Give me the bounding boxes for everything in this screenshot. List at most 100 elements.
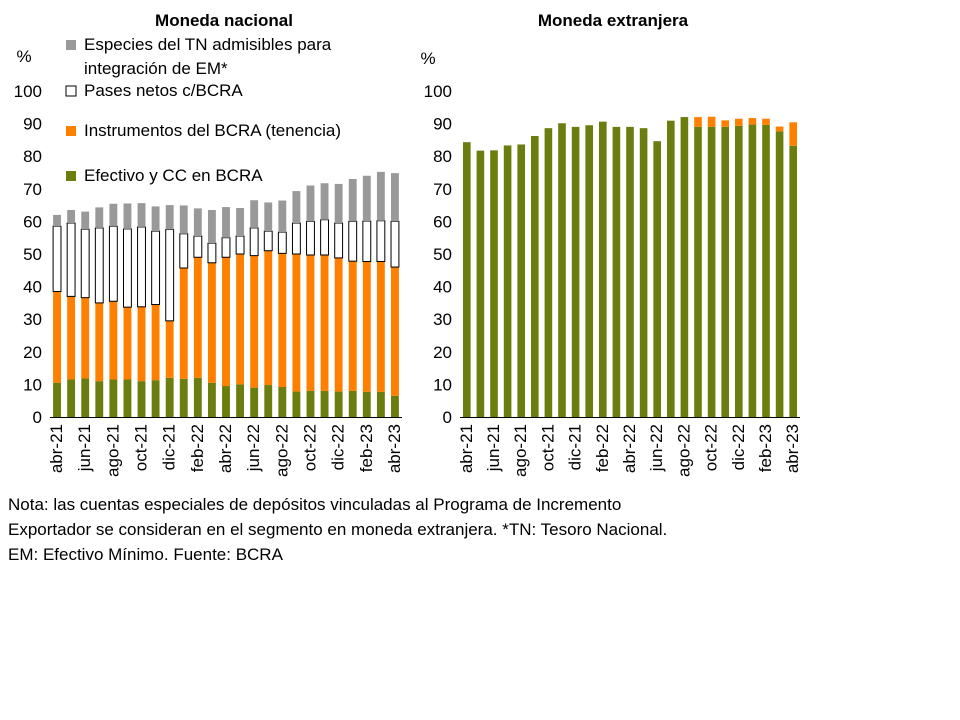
- y-tick-label: 20: [23, 343, 42, 362]
- x-tick-label: dic-21: [160, 424, 179, 470]
- bar-segment: [94, 227, 104, 304]
- legend-swatch: [66, 126, 76, 136]
- y-tick-label: 0: [33, 408, 42, 427]
- bar-segment: [250, 255, 259, 388]
- bar-segment: [391, 173, 399, 222]
- bar-segment: [109, 203, 118, 227]
- y-tick-label: 60: [23, 212, 42, 231]
- bar-segment: [291, 222, 301, 255]
- bar-segment: [264, 250, 273, 386]
- bar-segment: [108, 225, 118, 302]
- y-tick-label: 70: [23, 180, 42, 199]
- bar-segment: [391, 267, 399, 396]
- x-tick-label: abr-21: [457, 424, 476, 473]
- y-tick-label: 50: [23, 245, 42, 264]
- bar-segment: [250, 387, 259, 417]
- bar-segment: [694, 117, 702, 127]
- bar-segment: [52, 225, 62, 292]
- x-tick-label: ago-22: [272, 424, 291, 477]
- y-tick-label: 100: [14, 82, 42, 101]
- chart-title: Moneda nacional: [155, 11, 293, 30]
- bar-segment: [348, 390, 357, 417]
- bar-segment: [179, 205, 188, 234]
- bar-segment: [193, 257, 202, 378]
- bar-segment: [306, 254, 315, 391]
- y-tick-label: 20: [433, 343, 452, 362]
- y-tick-label: 30: [23, 310, 42, 329]
- bar-segment: [748, 124, 757, 417]
- bar-segment: [734, 125, 743, 417]
- legend-swatch: [66, 40, 76, 50]
- bar-segment: [558, 123, 566, 418]
- bar-segment: [306, 390, 315, 417]
- bar-segment: [348, 220, 358, 262]
- bar-segment: [292, 254, 301, 392]
- bar-segment: [376, 171, 385, 221]
- bar-segment: [376, 261, 385, 392]
- legend-label: integración de EM*: [84, 59, 228, 78]
- bar-segment: [320, 390, 329, 417]
- x-tick-label: abr-23: [385, 424, 404, 473]
- bar-segment: [81, 378, 90, 417]
- bar-segment: [306, 220, 315, 256]
- bar-segment: [544, 128, 553, 417]
- x-tick-label: abr-22: [216, 424, 235, 473]
- bar-segment: [151, 206, 160, 232]
- bar-segment: [95, 381, 104, 417]
- legend-label: Efectivo y CC en BCRA: [84, 166, 263, 185]
- bar-segment: [123, 228, 132, 308]
- bar-segment: [67, 296, 76, 380]
- y-tick-label: 60: [433, 212, 452, 231]
- y-tick-label: 100: [424, 82, 452, 101]
- bar-segment: [320, 219, 329, 256]
- bar-segment: [734, 118, 743, 126]
- y-tick-label: 40: [23, 278, 42, 297]
- bar-segment: [179, 268, 188, 379]
- bar-segment: [462, 142, 471, 417]
- bar-segment: [81, 297, 90, 379]
- bar-segment: [123, 379, 132, 417]
- y-tick-label: 70: [433, 180, 452, 199]
- bar-segment: [748, 118, 757, 125]
- bar-segment: [348, 261, 357, 391]
- bar-segment: [571, 126, 580, 418]
- bar-segment: [334, 222, 344, 259]
- bar-segment: [207, 262, 216, 383]
- bar-segment: [362, 261, 371, 392]
- bar-segment: [249, 227, 259, 257]
- bar-segment: [320, 254, 329, 391]
- y-tick-label: 90: [433, 115, 452, 134]
- bar-segment: [707, 126, 716, 418]
- bar-segment: [95, 207, 104, 228]
- y-axis-label: %: [420, 49, 435, 68]
- bar-segment: [137, 203, 146, 227]
- footnote-line: EM: Efectivo Mínimo. Fuente: BCRA: [8, 545, 283, 564]
- bar-segment: [762, 124, 770, 418]
- bar-segment: [612, 126, 621, 418]
- bar-segment: [179, 378, 188, 417]
- bar-segment: [530, 135, 539, 418]
- bar-segment: [123, 203, 132, 229]
- bar-segment: [151, 380, 160, 417]
- bar-segment: [66, 222, 76, 297]
- x-tick-label: abr-23: [783, 424, 802, 473]
- bar-segment: [222, 257, 230, 387]
- bar-segment: [278, 253, 287, 388]
- bar-segment: [263, 230, 273, 252]
- x-tick-label: jun-21: [75, 424, 94, 472]
- y-tick-label: 10: [23, 375, 42, 394]
- bar-segment: [334, 391, 343, 417]
- bar-segment: [123, 307, 132, 380]
- x-tick-label: oct-22: [702, 424, 721, 471]
- bar-segment: [292, 191, 301, 224]
- legend-label: Instrumentos del BCRA (tenencia): [84, 121, 341, 140]
- bar-segment: [694, 126, 702, 418]
- bar-segment: [391, 395, 399, 417]
- bar-segment: [193, 377, 202, 417]
- bar-segment: [376, 220, 386, 262]
- y-tick-label: 40: [433, 278, 452, 297]
- bar-segment: [626, 126, 634, 418]
- x-tick-label: jun-21: [484, 424, 503, 472]
- bar-segment: [334, 183, 343, 224]
- bar-segment: [390, 220, 400, 268]
